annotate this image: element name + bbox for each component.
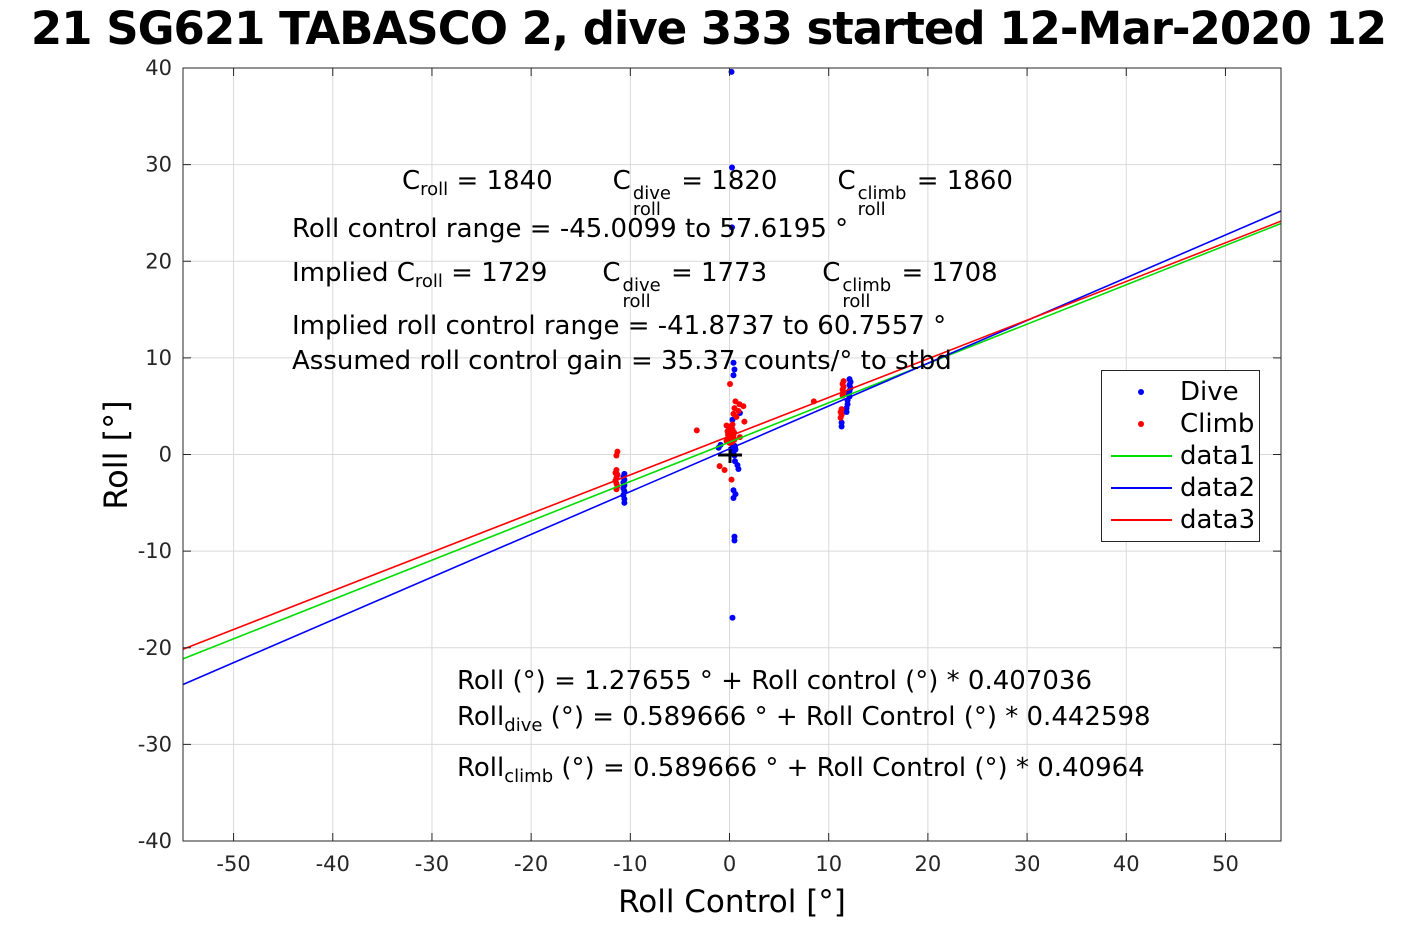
climb-marker-swatch: [1102, 421, 1180, 427]
annotation-roll-climb-fit: Rollclimb (°) = 0.589666 ° + Roll Contro…: [457, 753, 1145, 788]
x-tick-label: 0: [723, 852, 736, 876]
scatter-point-dive: [731, 537, 738, 544]
data1-line-swatch: [1102, 455, 1180, 457]
y-tick-label: 40: [145, 56, 172, 80]
annotation-roll-fit: Roll (°) = 1.27655 ° + Roll control (°) …: [457, 666, 1092, 696]
data3-line-swatch: [1102, 519, 1180, 521]
legend-item-data1: data1: [1102, 440, 1259, 472]
scatter-point-climb: [733, 413, 740, 420]
scatter-point-dive: [843, 408, 850, 415]
x-tick-label: 50: [1212, 852, 1239, 876]
scatter-point-dive: [730, 359, 737, 366]
scatter-point-dive: [735, 465, 742, 472]
legend-item-dive: Dive: [1102, 376, 1259, 408]
x-tick-label: -20: [514, 852, 548, 876]
y-tick-label: -40: [138, 829, 172, 853]
legend-label: Dive: [1180, 377, 1239, 407]
x-tick-label: 30: [1014, 852, 1041, 876]
scatter-point-climb: [740, 403, 747, 410]
annotation-implied-roll-control-range: Implied roll control range = -41.8737 to…: [292, 311, 947, 341]
scatter-point-climb: [613, 452, 620, 459]
y-tick-label: -30: [138, 732, 172, 756]
y-tick-label: 30: [145, 153, 172, 177]
annotation-c-roll-center: Croll = 1840: [402, 166, 553, 201]
y-axis-label: Roll [°]: [97, 400, 135, 510]
scatter-point-dive: [838, 423, 845, 430]
legend: Dive Climb data1 data2 data3: [1101, 370, 1260, 542]
y-tick-label: 10: [145, 346, 172, 370]
scatter-point-dive: [730, 494, 737, 501]
scatter-point-climb: [693, 427, 700, 434]
legend-item-climb: Climb: [1102, 408, 1259, 440]
legend-item-data2: data2: [1102, 472, 1259, 504]
legend-label: data2: [1180, 473, 1256, 503]
x-tick-label: 40: [1113, 852, 1140, 876]
x-tick-label: -40: [316, 852, 350, 876]
legend-label: Climb: [1180, 409, 1255, 439]
scatter-point-dive: [729, 224, 735, 231]
legend-item-data3: data3: [1102, 504, 1259, 536]
scatter-point-climb: [721, 466, 728, 473]
y-tick-label: -20: [138, 636, 172, 660]
y-tick-label: -10: [138, 539, 172, 563]
annotation-roll-control-range: Roll control range = -45.0099 to 57.6195…: [292, 214, 849, 244]
scatter-point-dive: [729, 614, 736, 621]
scatter-point-dive: [621, 499, 628, 506]
legend-label: data3: [1180, 505, 1256, 535]
fit-line-data2: [182, 210, 1282, 686]
x-tick-label: 10: [815, 852, 842, 876]
scatter-point-dive: [730, 372, 737, 379]
annotation-assumed-gain: Assumed roll control gain = 35.37 counts…: [292, 346, 952, 376]
fit-line-data3: [182, 220, 1282, 650]
y-tick-label: 0: [159, 443, 172, 467]
scatter-point-climb: [727, 380, 734, 387]
scatter-point-climb: [837, 414, 844, 421]
chart-title: 21 SG621 TABASCO 2, dive 333 started 12-…: [30, 2, 1387, 55]
x-tick-label: -50: [216, 852, 250, 876]
scatter-point-dive: [731, 366, 738, 373]
dive-marker-swatch: [1102, 389, 1180, 395]
annotation-roll-dive-fit: Rolldive (°) = 0.589666 ° + Roll Control…: [457, 702, 1151, 737]
scatter-point-dive: [729, 164, 735, 171]
x-tick-label: -30: [415, 852, 449, 876]
y-tick-label: 20: [145, 249, 172, 273]
fit-line-data1: [182, 222, 1282, 660]
x-axis-label: Roll Control [°]: [618, 884, 846, 920]
scatter-point-climb: [741, 418, 748, 425]
scatter-point-climb: [716, 463, 723, 470]
scatter-point-climb: [728, 476, 735, 483]
x-tick-label: -10: [613, 852, 647, 876]
scatter-point-climb: [735, 408, 742, 415]
legend-label: data1: [1180, 441, 1256, 471]
data2-line-swatch: [1102, 487, 1180, 489]
annotation-implied-c-roll-center: Implied Croll = 1729: [292, 258, 548, 293]
x-tick-label: 20: [915, 852, 942, 876]
